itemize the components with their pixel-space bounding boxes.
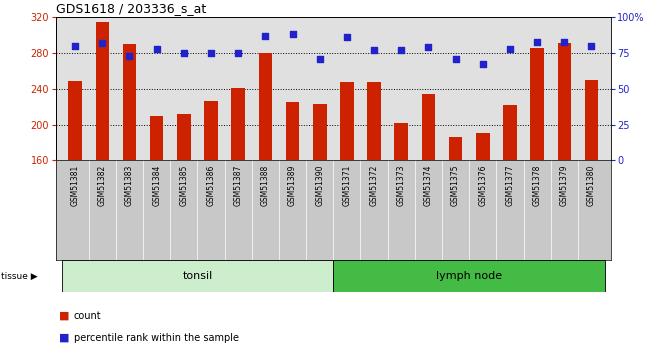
Text: GSM51387: GSM51387 xyxy=(234,165,243,206)
Bar xyxy=(313,104,327,160)
Text: GSM51377: GSM51377 xyxy=(506,165,514,206)
Point xyxy=(260,33,271,39)
Bar xyxy=(558,43,571,160)
Bar xyxy=(476,133,490,160)
Point xyxy=(179,50,189,56)
Text: GSM51378: GSM51378 xyxy=(533,165,542,206)
Text: GDS1618 / 203336_s_at: GDS1618 / 203336_s_at xyxy=(56,2,207,16)
Point xyxy=(287,32,298,37)
Bar xyxy=(286,102,300,160)
Bar xyxy=(232,88,245,160)
Text: GSM51380: GSM51380 xyxy=(587,165,596,206)
Point xyxy=(450,56,461,61)
Text: ■: ■ xyxy=(59,333,70,343)
Point xyxy=(70,43,81,49)
Text: GSM51389: GSM51389 xyxy=(288,165,297,206)
Point xyxy=(505,46,515,51)
Bar xyxy=(259,53,272,160)
Text: GSM51383: GSM51383 xyxy=(125,165,134,206)
Point xyxy=(586,43,597,49)
Text: ■: ■ xyxy=(59,311,70,321)
Text: GSM51390: GSM51390 xyxy=(315,165,324,206)
Bar xyxy=(367,82,381,160)
Bar xyxy=(123,44,136,160)
Bar xyxy=(340,82,354,160)
Text: GSM51382: GSM51382 xyxy=(98,165,107,206)
Bar xyxy=(422,94,435,160)
Point xyxy=(314,56,325,61)
Text: GSM51372: GSM51372 xyxy=(370,165,379,206)
Text: tissue ▶: tissue ▶ xyxy=(1,272,37,280)
Text: lymph node: lymph node xyxy=(436,271,502,281)
Point xyxy=(342,34,352,40)
Text: percentile rank within the sample: percentile rank within the sample xyxy=(74,333,239,343)
Point xyxy=(559,39,570,45)
Text: GSM51374: GSM51374 xyxy=(424,165,433,206)
Bar xyxy=(503,105,517,160)
Text: GSM51379: GSM51379 xyxy=(560,165,569,206)
Text: GSM51384: GSM51384 xyxy=(152,165,161,206)
Point xyxy=(124,53,135,59)
Text: GSM51386: GSM51386 xyxy=(207,165,216,206)
Text: GSM51388: GSM51388 xyxy=(261,165,270,206)
Bar xyxy=(69,81,82,160)
Point xyxy=(423,45,434,50)
Point xyxy=(477,62,488,67)
Bar xyxy=(395,123,408,160)
Bar xyxy=(61,260,333,292)
Bar xyxy=(449,137,463,160)
Text: GSM51376: GSM51376 xyxy=(478,165,487,206)
Point xyxy=(151,46,162,51)
Text: GSM51385: GSM51385 xyxy=(180,165,188,206)
Text: GSM51381: GSM51381 xyxy=(71,165,80,206)
Point xyxy=(532,39,543,45)
Point xyxy=(97,40,108,46)
Point xyxy=(206,50,216,56)
Bar xyxy=(333,260,605,292)
Bar xyxy=(177,114,191,160)
Bar xyxy=(150,116,164,160)
Bar xyxy=(204,101,218,160)
Bar xyxy=(96,22,109,160)
Bar xyxy=(585,80,598,160)
Text: GSM51375: GSM51375 xyxy=(451,165,460,206)
Text: count: count xyxy=(74,311,102,321)
Point xyxy=(396,47,407,53)
Point xyxy=(233,50,244,56)
Point xyxy=(369,47,380,53)
Text: tonsil: tonsil xyxy=(182,271,213,281)
Bar xyxy=(531,48,544,160)
Text: GSM51371: GSM51371 xyxy=(343,165,351,206)
Text: GSM51373: GSM51373 xyxy=(397,165,406,206)
